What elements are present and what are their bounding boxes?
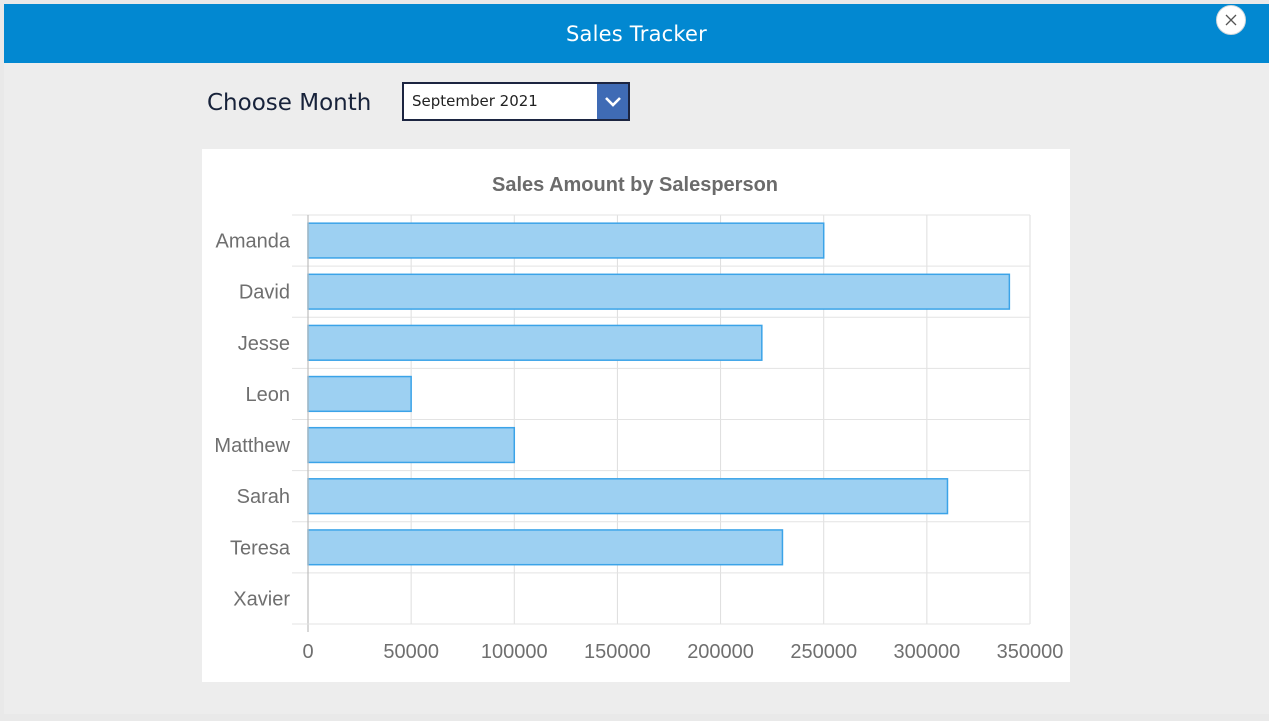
month-dropdown-value: September 2021 xyxy=(412,92,538,110)
bar-leon xyxy=(307,375,412,413)
x-tick-label: 100000 xyxy=(481,641,548,663)
x-tick-label: 250000 xyxy=(790,641,857,663)
y-tick-label: David xyxy=(239,282,290,304)
x-tick-label: 150000 xyxy=(584,641,651,663)
bar-sarah xyxy=(307,478,949,515)
choose-month-label: Choose Month xyxy=(207,90,372,116)
close-icon xyxy=(1225,14,1237,26)
close-button[interactable] xyxy=(1216,5,1246,35)
sales-bar-chart: Sales Amount by Salesperson 0 50000 100000… xyxy=(214,174,1063,663)
y-tick-label: Matthew xyxy=(214,435,290,457)
y-tick-label: Teresa xyxy=(230,537,291,559)
y-tick-label: Xavier xyxy=(233,588,290,610)
x-tick-label: 50000 xyxy=(383,641,439,663)
x-tick-label: 350000 xyxy=(997,641,1064,663)
title-bar: Sales Tracker xyxy=(4,4,1269,63)
y-tick-label: Leon xyxy=(246,384,291,406)
dropdown-toggle-button[interactable] xyxy=(597,84,628,119)
bar-jesse xyxy=(307,324,763,361)
bar-teresa xyxy=(307,529,784,566)
x-tick-label: 0 xyxy=(302,641,313,663)
chart-bars xyxy=(307,222,1011,566)
bar-amanda xyxy=(307,222,825,259)
sales-chart: Sales Amount by Salesperson 0 50000 100000… xyxy=(202,149,1070,682)
y-tick-label: Amanda xyxy=(216,231,291,253)
chevron-down-icon xyxy=(604,96,621,107)
month-dropdown[interactable]: September 2021 xyxy=(402,82,630,121)
x-tick-label: 300000 xyxy=(893,641,960,663)
chart-axes: 0 50000 100000 150000 200000 250000 300000 3500… xyxy=(214,215,1063,663)
bar-matthew xyxy=(307,426,516,464)
bar-david xyxy=(307,273,1011,310)
app-window: Sales Tracker Choose Month September 202… xyxy=(4,4,1269,714)
chart-title: Sales Amount by Salesperson xyxy=(492,174,778,196)
x-tick-label: 200000 xyxy=(687,641,754,663)
y-tick-label: Jesse xyxy=(238,333,290,355)
y-tick-label: Sarah xyxy=(237,486,290,508)
app-title: Sales Tracker xyxy=(566,21,707,46)
